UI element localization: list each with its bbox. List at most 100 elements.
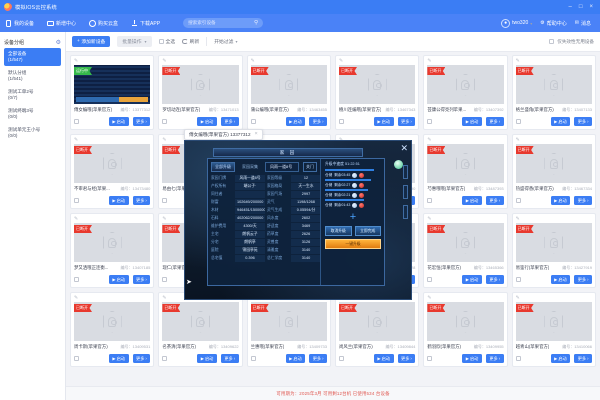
more-button[interactable]: 更多› [220, 117, 239, 126]
device-card[interactable]: ✎ 已断开 周卡斯(苹果官方) 编号：13409531 ▶ 启动 更多 › [70, 292, 155, 367]
help-center-button[interactable]: ⚙ 帮助中心 [540, 20, 567, 27]
start-button[interactable]: ▶启动 [550, 354, 571, 363]
device-thumbnail[interactable]: 已断开 [74, 144, 151, 183]
nav-item-renew[interactable]: 新增中心 [47, 20, 76, 27]
device-card[interactable]: ✎ 已断开 名茶清(苹果官方) 编号：13409622 ▶ 启动 更多 › [158, 292, 243, 367]
more-button[interactable]: 更多› [485, 117, 504, 126]
cancel-upgrade-button[interactable]: 取消升级 [325, 226, 352, 236]
more-button[interactable]: 更多› [309, 354, 327, 363]
device-thumbnail[interactable]: 已断开 [162, 65, 239, 104]
sidebar-item-4[interactable]: 测试单元王小号 (0/0) [4, 124, 61, 142]
start-button[interactable]: ▶启动 [550, 196, 571, 205]
device-thumbnail[interactable]: 已断开 [74, 302, 151, 341]
speedup-icon[interactable] [352, 193, 358, 198]
batch-operation-button[interactable]: 批量操作 ▾ [117, 36, 152, 47]
side-tab-buildings[interactable] [403, 185, 408, 199]
edit-icon[interactable]: ✎ [74, 294, 79, 301]
checkbox-icon[interactable] [162, 277, 168, 282]
cancel-icon[interactable] [359, 203, 365, 208]
device-thumbnail[interactable]: 已断开 [515, 65, 592, 104]
device-card[interactable]: ✎ 已断开 芸康公得亮列苹果... 编号：13407392 ▶ 启动 更多 › [423, 55, 508, 130]
more-button[interactable]: 更多› [485, 354, 504, 363]
start-button[interactable]: ▶启动 [108, 354, 129, 363]
start-button[interactable]: ▶启动 [197, 117, 217, 126]
checkbox-icon[interactable] [250, 119, 256, 124]
more-button[interactable]: 更多› [220, 354, 239, 363]
more-button[interactable]: 更多› [485, 196, 504, 205]
maximize-button[interactable]: □ [578, 4, 583, 10]
more-button[interactable]: 更多› [132, 275, 151, 284]
device-card[interactable]: ✎ 已断开 芍惠哦哦(苹果官方) 编号：13487393 ▶ 启动 更多 › [423, 134, 508, 209]
edit-icon[interactable]: ✎ [427, 136, 432, 143]
more-button[interactable]: 更多› [309, 117, 327, 126]
checkbox-icon[interactable] [515, 277, 521, 282]
more-button[interactable]: 更多› [397, 117, 416, 126]
start-button[interactable]: ▶启动 [197, 354, 217, 363]
checkbox-icon[interactable] [74, 277, 79, 282]
cancel-icon[interactable] [359, 183, 365, 188]
edit-icon[interactable]: ✎ [74, 136, 79, 143]
device-thumbnail[interactable]: 已断开 [427, 65, 504, 104]
refresh-button[interactable]: 刷新 [182, 38, 199, 45]
start-button[interactable]: ▶启动 [373, 354, 394, 363]
tab-upgrade-all[interactable]: 全部升级 [211, 162, 235, 172]
checkbox-icon[interactable] [427, 356, 433, 361]
device-thumbnail[interactable]: 已断开 [515, 144, 592, 183]
checkbox-icon[interactable] [339, 119, 344, 124]
device-card[interactable]: ✎ 已断开 樹川连编哦(苹果官方) 编号：13467343 ▶ 启动 更多 › [335, 55, 420, 130]
plus-icon[interactable]: + [349, 211, 357, 223]
cancel-icon[interactable] [359, 193, 365, 198]
side-tab-tasks[interactable] [403, 165, 408, 179]
edit-icon[interactable]: ✎ [515, 294, 520, 301]
close-door-button[interactable]: 关门 [303, 162, 317, 172]
device-thumbnail[interactable]: 已断开 [515, 223, 592, 262]
edit-icon[interactable]: ✎ [162, 294, 167, 301]
sidebar-item-2[interactable]: 测试工单2号 (0/7) [4, 86, 61, 104]
edit-icon[interactable]: ✎ [74, 215, 79, 222]
device-card[interactable]: ✎ 已断开 罗切动连(苹果官方) 编号：13471013 ▶ 启动 更多 › [158, 55, 243, 130]
device-card[interactable]: ✎ 已断开 梦又洒哦正连衡... 编号：13407185 ▶ 启动 更多 › [70, 213, 155, 288]
edit-icon[interactable]: ✎ [162, 57, 167, 64]
edit-icon[interactable]: ✎ [515, 136, 520, 143]
start-button[interactable]: ▶启动 [462, 196, 482, 205]
device-thumbnail[interactable]: 已断开 [162, 302, 239, 341]
nav-item-devices[interactable]: 我的设备 [5, 19, 34, 27]
more-button[interactable]: 更多› [132, 196, 151, 205]
speedup-icon[interactable] [352, 173, 358, 178]
more-button[interactable]: 更多› [485, 275, 504, 284]
sidebar-item-1[interactable]: 默认分组 (1/541) [4, 67, 61, 85]
sidebar-item-3[interactable]: 测试终端3号 (0/0) [4, 105, 61, 123]
device-thumbnail[interactable]: 已断开 [427, 223, 504, 262]
sidebar-item-0[interactable]: 全部设备 (1/547) [4, 48, 61, 66]
edit-icon[interactable]: ✎ [250, 57, 255, 64]
start-button[interactable]: ▶启动 [108, 196, 129, 205]
more-button[interactable]: 更多› [574, 275, 592, 284]
device-card[interactable]: ✎ 已断开 鹤羽欣(苹果官方) 编号：13409955 ▶ 启动 更多 › [423, 292, 508, 367]
checkbox-icon[interactable] [162, 356, 168, 361]
cancel-icon[interactable] [359, 173, 365, 178]
more-button[interactable]: 更多› [132, 117, 151, 126]
close-icon[interactable]: × [254, 131, 258, 137]
device-card[interactable]: ✎ 已断开 易鉴行(苹果官方) 编号：13427919 ▶ 启动 更多 › [511, 213, 596, 288]
user-menu[interactable]: ● two320 ▾ [501, 18, 532, 28]
speedup-icon[interactable] [352, 183, 358, 188]
start-button[interactable]: ▶启动 [373, 117, 394, 126]
checkbox-icon[interactable] [250, 356, 256, 361]
hide-invalid-toggle[interactable]: 仅失效性无用设备 [549, 39, 594, 45]
device-card[interactable]: ✎ 已断开 花宏恒(苹果官方) 编号：13465366 ▶ 启动 更多 › [423, 213, 508, 288]
close-button[interactable]: × [589, 4, 593, 10]
checkbox-icon[interactable] [162, 119, 168, 124]
search-box[interactable]: 搜索索引设备 ⚲ [183, 18, 264, 28]
tab-collect[interactable]: 家园采集 [242, 164, 258, 169]
start-button[interactable]: ▶启动 [285, 117, 306, 126]
edit-icon[interactable]: ✎ [427, 57, 432, 64]
device-card[interactable]: ✎ 已断开 蒲公编哦(苹果官方) 编号：13463455 ▶ 启动 更多 › [246, 55, 331, 130]
device-thumbnail[interactable]: 运行中 [74, 65, 151, 104]
device-thumbnail[interactable]: 已断开 [250, 65, 327, 104]
finish-now-button[interactable]: 立即完成 [354, 226, 381, 236]
device-card[interactable]: ✎ 已断开 越青山(苹果官方) 编号：13410066 ▶ 启动 更多 › [511, 292, 596, 367]
home-address-field[interactable]: 风雨一道8号 [265, 162, 299, 172]
more-button[interactable]: 更多› [574, 196, 592, 205]
device-thumbnail[interactable]: 已断开 [427, 302, 504, 341]
